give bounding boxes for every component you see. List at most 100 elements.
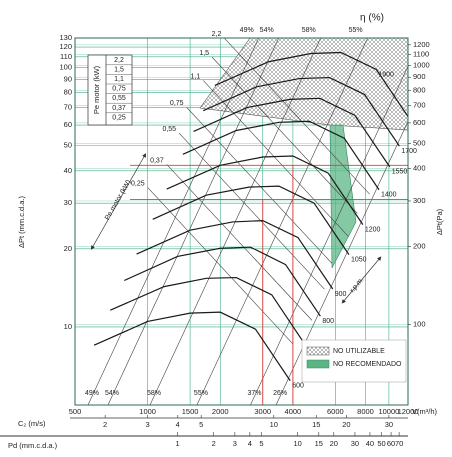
power-table-value: 1,1 xyxy=(114,76,124,83)
efficiency-line xyxy=(107,38,279,405)
y-tick-label: 60 xyxy=(64,120,72,129)
y-tick-label: 130 xyxy=(59,33,72,42)
legend-label: NO RECOMENDADO xyxy=(333,361,402,368)
y-tick-label: 40 xyxy=(64,166,72,175)
fan-curve xyxy=(214,51,408,118)
y2-axis-title: ΔPt(Pa) xyxy=(435,208,444,235)
efficiency-label: 37% xyxy=(247,390,261,397)
speed-label: 1900 xyxy=(378,71,394,78)
power-line xyxy=(186,107,333,264)
x-tick-label: 3000 xyxy=(254,407,271,416)
y2-tick-label: 800 xyxy=(413,85,426,94)
y2-tick-label: 600 xyxy=(413,118,426,127)
c2-tick-label: 15 xyxy=(312,420,320,429)
c2-tick-label: 10 xyxy=(270,420,278,429)
efficiency-line xyxy=(250,65,408,405)
power-table-value: 2,2 xyxy=(114,57,124,64)
power-table-value: 0,75 xyxy=(112,86,126,93)
efficiency-label-top: 55% xyxy=(349,27,363,34)
power-line-label: 2,2 xyxy=(212,31,222,38)
power-table-value: 0,25 xyxy=(112,114,126,121)
x-tick-label: 12000 xyxy=(398,407,419,416)
efficiency-label: 26% xyxy=(273,390,287,397)
fan-curve xyxy=(110,276,307,347)
power-line-label: 0,25 xyxy=(131,180,145,187)
y-tick-label: 70 xyxy=(64,103,72,112)
y2-tick-label: 100 xyxy=(413,320,426,329)
labels: 500 1000 1500 2000 3000 4000 6000 8000 100001200… xyxy=(59,27,429,448)
power-arrow xyxy=(90,153,147,250)
speed-label: 900 xyxy=(335,291,347,298)
speed-label: 1700 xyxy=(401,148,417,155)
efficiency-label-top: 49% xyxy=(240,27,254,34)
legend-label: NO UTILIZABLE xyxy=(333,348,385,355)
power-table-value: 1,5 xyxy=(114,66,124,73)
y-axis-title: ΔPt (mm.c.d.a.) xyxy=(17,195,26,248)
x-tick-label: 1000 xyxy=(139,407,156,416)
efficiency-label-top: 54% xyxy=(260,27,274,34)
x-axis-title: V(m³/h) xyxy=(412,407,438,416)
speed-arrow xyxy=(341,256,382,304)
pd-tick-label: 30 xyxy=(351,439,359,448)
efficiency-label: 49% xyxy=(85,390,99,397)
power-line xyxy=(166,164,313,321)
fan-curve xyxy=(136,219,334,290)
fan-curve xyxy=(166,155,364,225)
pd-tick-label: 4 xyxy=(248,439,252,448)
pd-axis-title: Pd (mm.c.d.a.) xyxy=(8,441,58,450)
power-table-value: 0,55 xyxy=(112,95,126,102)
pd-tick-label: 1 xyxy=(175,439,179,448)
y-tick-label: 50 xyxy=(64,141,72,150)
x-tick-label: 8000 xyxy=(357,407,374,416)
pd-tick-label: 3 xyxy=(233,439,237,448)
efficiency-line xyxy=(196,38,368,405)
legend-swatch xyxy=(306,359,330,369)
y2-tick-label: 500 xyxy=(413,138,426,147)
pd-tick-label: 10 xyxy=(293,439,301,448)
efficiency-label: 54% xyxy=(105,390,119,397)
pd-tick-label: 40 xyxy=(366,439,374,448)
c2-axis-title: C₂ (m/s) xyxy=(18,419,46,428)
pd-tick-label: 2 xyxy=(212,439,216,448)
legend-swatch xyxy=(306,346,330,356)
y2-tick-label: 700 xyxy=(413,101,426,110)
plot-lines xyxy=(87,38,408,405)
efficiency-label-top: 58% xyxy=(302,27,316,34)
y-tick-label: 100 xyxy=(59,63,72,72)
y-tick-label: 30 xyxy=(64,198,72,207)
x-tick-label: 4000 xyxy=(285,407,302,416)
y2-tick-label: 900 xyxy=(413,72,426,81)
c2-tick-label: 3 xyxy=(146,420,150,429)
y-tick-label: 110 xyxy=(60,52,72,61)
y-tick-label: 120 xyxy=(59,42,72,51)
power-table-value: 0,37 xyxy=(112,105,126,112)
y-tick-label: 20 xyxy=(64,244,72,253)
power-line xyxy=(203,80,349,237)
power-line-label: 1,5 xyxy=(199,50,209,57)
y2-tick-label: 1100 xyxy=(413,50,429,59)
c2-tick-label: 5 xyxy=(199,420,203,429)
y2-tick-label: 300 xyxy=(413,196,426,205)
speed-label: 1400 xyxy=(381,192,397,199)
x-tick-label: 1500 xyxy=(182,407,199,416)
y2-tick-label: 400 xyxy=(413,164,426,173)
power-line-label: 0,55 xyxy=(162,126,176,133)
x-tick-label: 10000 xyxy=(378,407,399,416)
power-table xyxy=(87,54,133,126)
pd-tick-label: 50 xyxy=(377,439,385,448)
y-tick-label: 10 xyxy=(64,322,72,331)
speed-label: 1050 xyxy=(351,256,367,263)
pd-tick-label: 15 xyxy=(315,439,323,448)
pd-tick-label: 70 xyxy=(395,439,403,448)
c2-tick-label: 4 xyxy=(176,420,180,429)
speed-label: 1200 xyxy=(365,226,381,233)
pd-tick-label: 60 xyxy=(387,439,395,448)
plot-frame xyxy=(74,37,409,406)
power-line xyxy=(211,56,358,214)
fan-curve xyxy=(182,120,380,191)
efficiency-label: 58% xyxy=(147,390,161,397)
fan-curve xyxy=(93,311,291,382)
efficiency-label: 55% xyxy=(194,390,208,397)
fan-curve xyxy=(193,97,391,168)
